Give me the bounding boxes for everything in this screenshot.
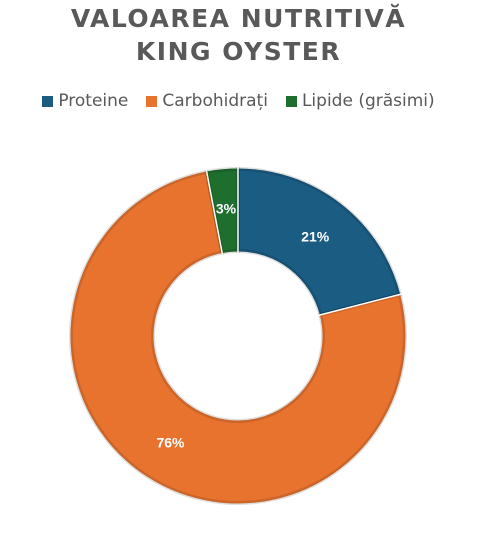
chart-legend: Proteine Carbohidrați Lipide (grăsimi) <box>0 91 477 111</box>
slice-outline-proteine <box>236 166 403 318</box>
slice-label-lipide-grasimi: 3% <box>216 201 237 217</box>
donut-slices <box>69 166 407 505</box>
slice-proteine <box>237 168 401 316</box>
legend-swatch-proteine <box>42 95 54 107</box>
legend-label-lipide: Lipide (grăsimi) <box>301 91 435 111</box>
slice-outline-carbohidrati <box>69 169 407 505</box>
legend-item-lipide: Lipide (grăsimi) <box>285 91 435 111</box>
legend-label-carbohidrati: Carbohidrați <box>162 91 268 111</box>
chart-title-line-1: VALOAREA NUTRITIVĂ <box>70 4 407 33</box>
slice-label-proteine: 21% <box>301 228 330 244</box>
legend-swatch-lipide <box>285 95 297 107</box>
donut-labels: 21% 76% 3% <box>156 201 329 451</box>
legend-swatch-carbohidrati <box>146 95 158 107</box>
legend-item-proteine: Proteine <box>42 91 128 111</box>
slice-separator <box>318 293 402 317</box>
legend-label-proteine: Proteine <box>58 91 129 111</box>
legend-item-carbohidrati: Carbohidrați <box>146 91 268 111</box>
slice-separator <box>205 169 224 255</box>
chart-title-line-2: KING OYSTER <box>135 37 342 66</box>
slice-label-carbohidrati: 76% <box>156 434 185 450</box>
slice-carbohidrati <box>70 171 406 504</box>
